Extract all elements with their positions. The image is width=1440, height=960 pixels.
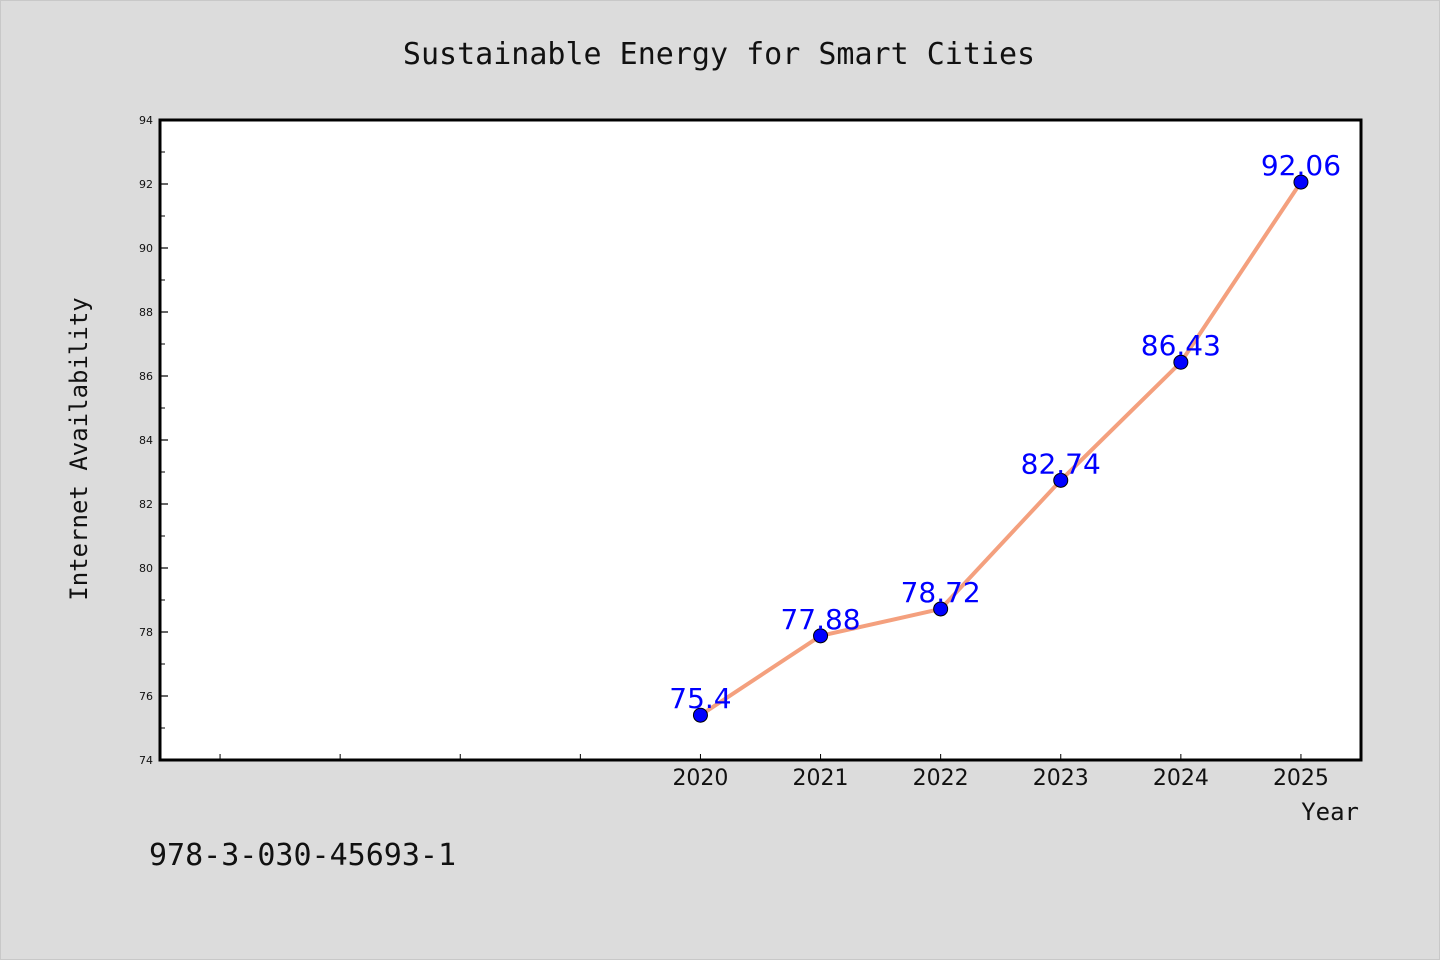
data-point [813,628,829,644]
x-tick-label: 2021 [793,766,849,791]
data-point [933,601,949,617]
y-tick-label: 88 [139,306,153,319]
data-label: 77.88 [780,603,860,636]
x-tick-label: 2022 [913,766,969,791]
footnote: 978-3-030-45693-1 [149,838,456,873]
y-tick-label: 84 [139,434,153,447]
data-point [1173,354,1189,370]
x-axis-label: Year [1301,798,1359,826]
data-label: 92.06 [1261,149,1341,182]
y-tick-label: 94 [139,114,153,127]
x-tick-label: 2024 [1153,766,1209,791]
x-tick-label: 2025 [1273,766,1329,791]
y-tick-label: 80 [139,562,153,575]
data-label: 75.4 [669,682,731,715]
plot-area [158,118,1363,762]
x-axis: 2020 2021 2022 2023 2024 2025 [219,754,1329,791]
data-label: 78.72 [901,576,981,609]
y-tick-label: 86 [139,370,153,383]
y-tick-label: 74 [139,754,153,767]
series-line [699,180,1303,717]
y-axis-label: Internet Availability [65,297,93,600]
series-layer: 75.4 77.88 78.72 82.74 86.43 92.06 [669,149,1341,723]
data-label: 86.43 [1141,329,1221,362]
y-axis: 74 76 78 80 82 84 86 88 90 92 94 [139,114,168,767]
chart-title: Sustainable Energy for Smart Cities [403,37,1035,72]
y-tick-label: 76 [139,690,153,703]
x-tick-label: 2023 [1033,766,1089,791]
y-tick-label: 92 [139,178,153,191]
y-tick-label: 82 [139,498,153,511]
y-tick-label: 90 [139,242,153,255]
data-point [1053,472,1069,488]
x-tick-label: 2020 [672,766,728,791]
data-label: 82.74 [1021,447,1101,480]
data-point [692,707,708,723]
data-point [1293,174,1309,190]
y-tick-label: 78 [139,626,153,639]
